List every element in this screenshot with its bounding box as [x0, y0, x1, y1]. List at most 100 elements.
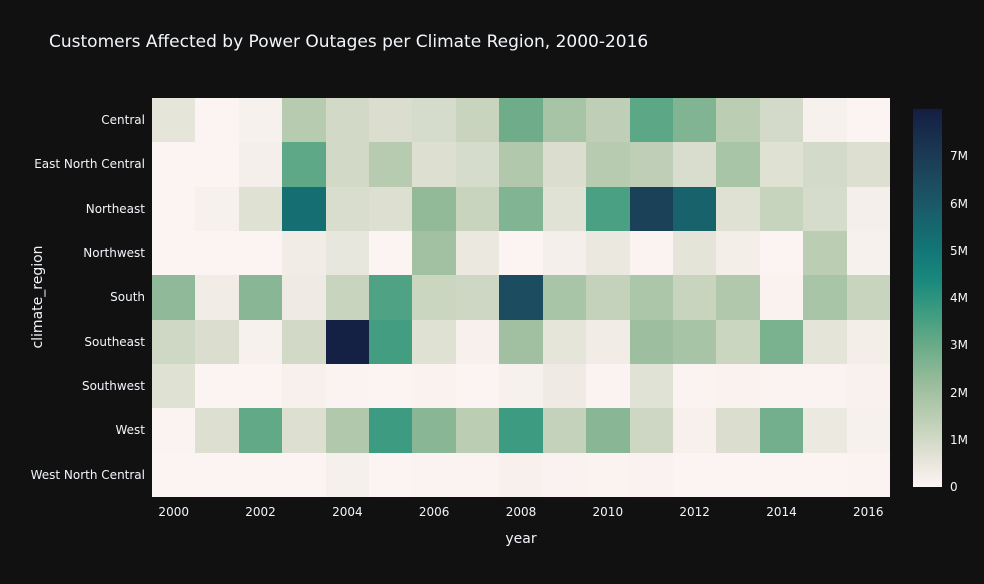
- heatmap-cell[interactable]: [846, 230, 890, 276]
- heatmap-cell[interactable]: [499, 452, 543, 497]
- heatmap-cell[interactable]: [542, 186, 587, 231]
- heatmap-cell[interactable]: [499, 363, 543, 409]
- heatmap-cell[interactable]: [716, 275, 760, 320]
- heatmap-cell[interactable]: [716, 230, 760, 276]
- heatmap-cell[interactable]: [716, 408, 760, 453]
- heatmap-cell[interactable]: [803, 186, 847, 231]
- heatmap-cell[interactable]: [412, 363, 456, 409]
- heatmap-cell[interactable]: [542, 319, 587, 364]
- heatmap-cell[interactable]: [803, 319, 847, 364]
- heatmap-cell[interactable]: [716, 142, 760, 187]
- heatmap-cell[interactable]: [629, 319, 673, 364]
- heatmap-cell[interactable]: [716, 363, 760, 409]
- heatmap-cell[interactable]: [672, 452, 717, 497]
- heatmap-cell[interactable]: [369, 230, 413, 276]
- heatmap-cell[interactable]: [716, 186, 760, 231]
- heatmap-cell[interactable]: [542, 230, 587, 276]
- heatmap-cell[interactable]: [152, 275, 196, 320]
- heatmap-cell[interactable]: [369, 98, 413, 143]
- heatmap-cell[interactable]: [412, 319, 456, 364]
- heatmap-cell[interactable]: [282, 363, 326, 409]
- heatmap-plot[interactable]: [152, 98, 890, 497]
- heatmap-cell[interactable]: [455, 98, 500, 143]
- heatmap-cell[interactable]: [325, 186, 370, 231]
- heatmap-cell[interactable]: [672, 408, 717, 453]
- heatmap-cell[interactable]: [846, 452, 890, 497]
- heatmap-cell[interactable]: [803, 142, 847, 187]
- heatmap-cell[interactable]: [586, 452, 630, 497]
- heatmap-cell[interactable]: [238, 186, 283, 231]
- heatmap-cell[interactable]: [542, 275, 587, 320]
- heatmap-cell[interactable]: [499, 408, 543, 453]
- heatmap-cell[interactable]: [629, 98, 673, 143]
- heatmap-cell[interactable]: [238, 230, 283, 276]
- heatmap-cell[interactable]: [759, 319, 804, 364]
- heatmap-cell[interactable]: [803, 98, 847, 143]
- heatmap-cell[interactable]: [455, 230, 500, 276]
- heatmap-cell[interactable]: [542, 452, 587, 497]
- heatmap-cell[interactable]: [369, 452, 413, 497]
- heatmap-cell[interactable]: [455, 363, 500, 409]
- heatmap-cell[interactable]: [195, 142, 239, 187]
- heatmap-cell[interactable]: [803, 363, 847, 409]
- heatmap-cell[interactable]: [195, 363, 239, 409]
- heatmap-cell[interactable]: [672, 186, 717, 231]
- heatmap-cell[interactable]: [412, 186, 456, 231]
- heatmap-cell[interactable]: [759, 275, 804, 320]
- heatmap-cell[interactable]: [195, 230, 239, 276]
- heatmap-cell[interactable]: [455, 452, 500, 497]
- heatmap-cell[interactable]: [455, 319, 500, 364]
- heatmap-cell[interactable]: [238, 363, 283, 409]
- heatmap-cell[interactable]: [586, 142, 630, 187]
- heatmap-cell[interactable]: [195, 186, 239, 231]
- heatmap-cell[interactable]: [672, 142, 717, 187]
- heatmap-cell[interactable]: [152, 98, 196, 143]
- heatmap-cell[interactable]: [586, 230, 630, 276]
- heatmap-cell[interactable]: [412, 142, 456, 187]
- heatmap-cell[interactable]: [325, 363, 370, 409]
- heatmap-cell[interactable]: [542, 142, 587, 187]
- heatmap-cell[interactable]: [499, 230, 543, 276]
- heatmap-cell[interactable]: [759, 452, 804, 497]
- heatmap-cell[interactable]: [325, 452, 370, 497]
- heatmap-cell[interactable]: [152, 230, 196, 276]
- heatmap-cell[interactable]: [195, 408, 239, 453]
- heatmap-cell[interactable]: [672, 275, 717, 320]
- heatmap-cell[interactable]: [586, 186, 630, 231]
- heatmap-cell[interactable]: [412, 98, 456, 143]
- heatmap-cell[interactable]: [499, 142, 543, 187]
- heatmap-cell[interactable]: [499, 98, 543, 143]
- heatmap-cell[interactable]: [499, 275, 543, 320]
- heatmap-cell[interactable]: [586, 363, 630, 409]
- heatmap-cell[interactable]: [455, 186, 500, 231]
- heatmap-cell[interactable]: [282, 275, 326, 320]
- heatmap-cell[interactable]: [412, 452, 456, 497]
- heatmap-cell[interactable]: [195, 319, 239, 364]
- heatmap-cell[interactable]: [195, 452, 239, 497]
- heatmap-cell[interactable]: [846, 363, 890, 409]
- heatmap-cell[interactable]: [629, 142, 673, 187]
- heatmap-cell[interactable]: [455, 408, 500, 453]
- heatmap-cell[interactable]: [152, 142, 196, 187]
- heatmap-cell[interactable]: [238, 408, 283, 453]
- heatmap-cell[interactable]: [716, 98, 760, 143]
- heatmap-cell[interactable]: [542, 98, 587, 143]
- heatmap-cell[interactable]: [412, 408, 456, 453]
- heatmap-cell[interactable]: [282, 142, 326, 187]
- heatmap-cell[interactable]: [282, 186, 326, 231]
- heatmap-cell[interactable]: [282, 408, 326, 453]
- heatmap-cell[interactable]: [759, 230, 804, 276]
- heatmap-cell[interactable]: [282, 319, 326, 364]
- heatmap-cell[interactable]: [325, 408, 370, 453]
- heatmap-cell[interactable]: [152, 186, 196, 231]
- heatmap-cell[interactable]: [238, 98, 283, 143]
- heatmap-cell[interactable]: [238, 142, 283, 187]
- heatmap-cell[interactable]: [629, 186, 673, 231]
- heatmap-cell[interactable]: [325, 230, 370, 276]
- heatmap-cell[interactable]: [369, 186, 413, 231]
- heatmap-cell[interactable]: [238, 319, 283, 364]
- heatmap-cell[interactable]: [282, 98, 326, 143]
- heatmap-cell[interactable]: [846, 186, 890, 231]
- heatmap-cell[interactable]: [369, 408, 413, 453]
- heatmap-cell[interactable]: [672, 319, 717, 364]
